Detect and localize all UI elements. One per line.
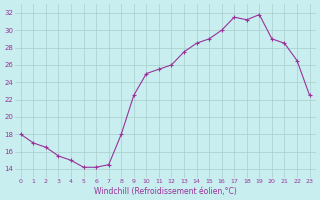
X-axis label: Windchill (Refroidissement éolien,°C): Windchill (Refroidissement éolien,°C) (94, 187, 236, 196)
